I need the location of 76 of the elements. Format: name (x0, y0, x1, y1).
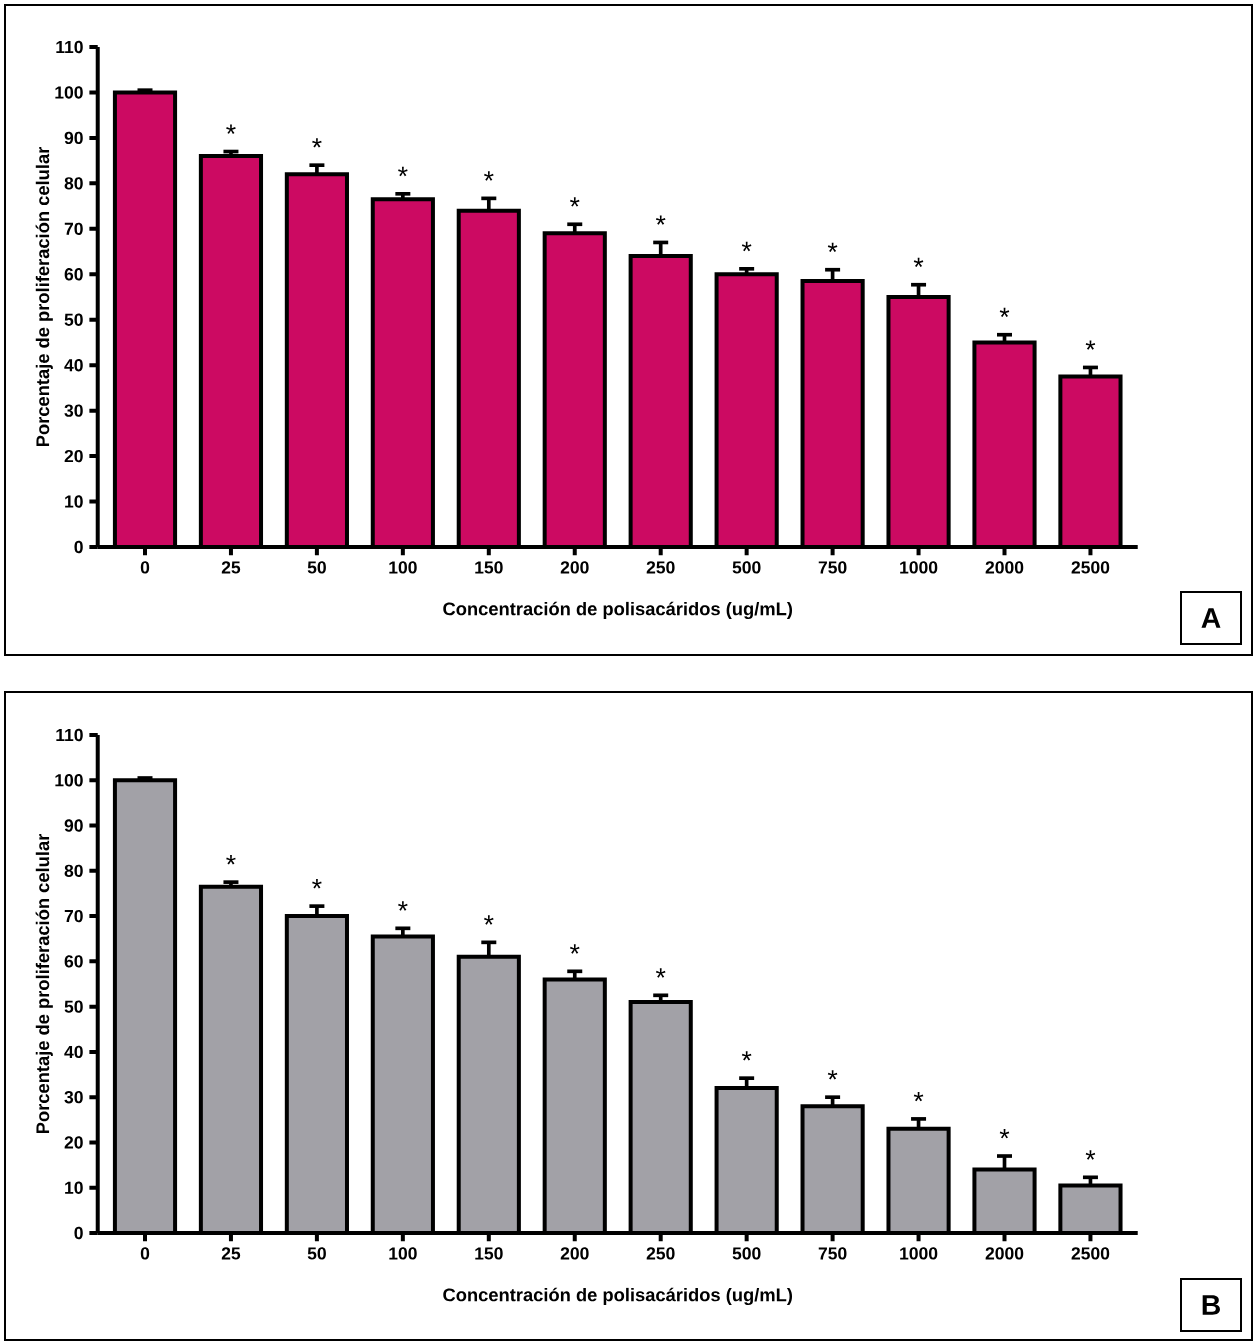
y-tick-label: 50 (64, 313, 83, 326)
x-tick-label: 0 (140, 561, 150, 574)
annotation: * (913, 257, 924, 268)
y-tick-label: 50 (64, 1000, 83, 1013)
x-tick-label: 750 (818, 561, 847, 574)
y-tick-label: 80 (64, 177, 83, 190)
y-tick-label: 100 (55, 774, 83, 787)
annotation: * (484, 915, 494, 925)
annotation: * (655, 215, 666, 225)
text: A (1201, 608, 1221, 628)
x-tick-label: 25 (221, 561, 241, 574)
x-tick-label: 750 (818, 1247, 847, 1260)
y-tick-label: 10 (65, 1181, 83, 1194)
x-tick-label: 100 (389, 1247, 417, 1260)
annotation: * (398, 901, 408, 911)
x-tick-label: 50 (307, 561, 326, 574)
annotation: * (1085, 1150, 1096, 1160)
x-tick-label: 500 (732, 561, 761, 574)
y-tick-label: 20 (64, 1136, 83, 1149)
y-tick-label: 0 (74, 1226, 83, 1240)
x-tick-label: 250 (646, 1247, 675, 1260)
y-tick-label: 60 (64, 268, 83, 281)
y-tick-label: 40 (64, 358, 83, 372)
annotation: * (655, 968, 666, 978)
y-tick-label: 90 (64, 131, 83, 145)
y-tick-label: 90 (64, 819, 83, 832)
x-tick-label: 100 (389, 561, 417, 574)
annotation: * (741, 1051, 752, 1061)
annotation: * (827, 242, 838, 253)
annotation: * (569, 197, 580, 207)
y-tick-label: 0 (74, 540, 83, 554)
y-tick-label: 80 (64, 864, 83, 878)
y-tick-label: 100 (55, 86, 83, 99)
annotation: * (312, 138, 322, 148)
y-tick-label: 110 (56, 40, 83, 54)
annotation: * (741, 241, 752, 252)
y-tick-label: 10 (65, 495, 83, 508)
x-tick-label: 200 (560, 1247, 589, 1260)
annotation: * (999, 307, 1010, 318)
x-tick-label: 2500 (1071, 1247, 1110, 1260)
x-tick-label: 0 (140, 1247, 150, 1260)
y-axis-title: Porcentaje de proliferación celular (35, 834, 53, 1134)
x-axis-title: Concentración de polisacáridos (ug/mL) (443, 1287, 793, 1306)
y-axis-title: Porcentaje de proliferación celular (35, 147, 53, 447)
x-tick-label: 200 (560, 561, 589, 574)
annotation: * (398, 166, 408, 177)
annotation: * (569, 944, 580, 954)
x-tick-label: 150 (475, 561, 503, 574)
annotation: * (312, 879, 322, 889)
annotation: * (827, 1070, 838, 1080)
annotation: * (226, 855, 236, 865)
x-tick-label: 1000 (900, 561, 938, 574)
x-tick-label: 1000 (900, 1247, 938, 1260)
x-tick-label: 25 (221, 1247, 241, 1260)
y-tick-label: 60 (64, 955, 83, 968)
text: B (1202, 1295, 1220, 1315)
y-tick-label: 110 (56, 728, 83, 742)
y-tick-label: 40 (64, 1045, 83, 1059)
x-tick-label: 2000 (985, 561, 1024, 574)
y-tick-label: 30 (64, 404, 83, 417)
annotation: * (484, 171, 494, 181)
y-tick-label: 70 (64, 909, 83, 923)
annotation: * (999, 1129, 1010, 1139)
x-tick-label: 500 (732, 1247, 761, 1260)
x-axis-title: Concentración de polisacáridos (ug/mL) (443, 601, 793, 620)
x-tick-label: 250 (646, 561, 675, 574)
annotation: * (1085, 340, 1096, 350)
x-tick-label: 2000 (985, 1247, 1024, 1260)
annotation: * (913, 1091, 924, 1102)
x-tick-label: 150 (475, 1247, 503, 1260)
y-tick-label: 70 (64, 222, 83, 236)
annotation: * (226, 124, 236, 134)
y-tick-label: 30 (64, 1090, 83, 1104)
x-tick-label: 2500 (1071, 561, 1110, 574)
x-tick-label: 50 (307, 1247, 326, 1260)
y-tick-label: 20 (64, 449, 83, 463)
